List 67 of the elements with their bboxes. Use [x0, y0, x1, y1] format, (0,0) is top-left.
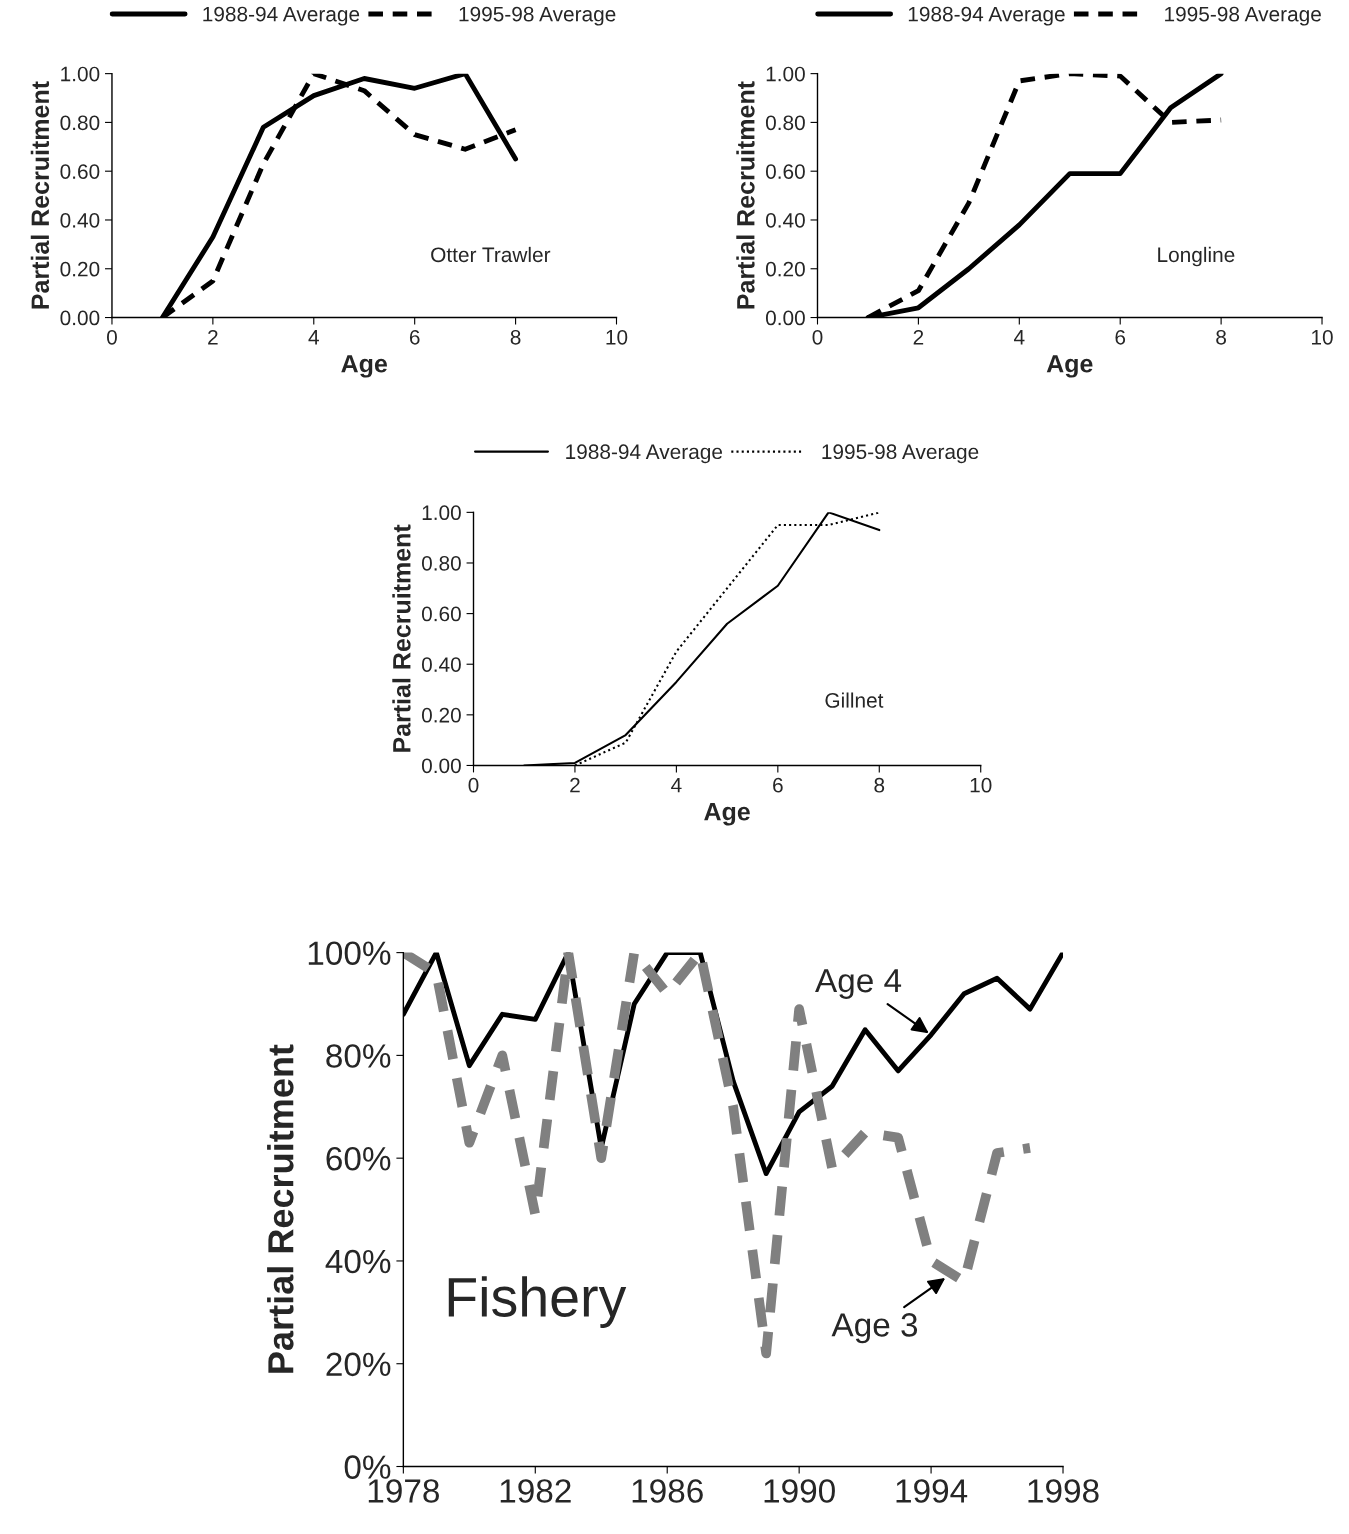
y-tick-label: 0.20 — [765, 261, 805, 277]
legend-label: 1988-94 Average — [566, 444, 723, 464]
y-axis-title: Partial Recruitment — [30, 81, 50, 309]
x-tick-label: 1990 — [764, 1479, 835, 1503]
x-tick-label: 1982 — [500, 1479, 571, 1503]
y-axis-title: Partial Recruitment — [392, 524, 411, 752]
x-tick-label: 10 — [970, 777, 992, 793]
x-tick-label: 6 — [1115, 329, 1126, 345]
x-tick-label: 4 — [1013, 330, 1025, 345]
annotation: Longline — [1158, 246, 1235, 267]
y-tick-label: 20% — [326, 1352, 391, 1377]
y-tick-label: 0.80 — [765, 115, 805, 131]
x-tick-label: 1986 — [632, 1479, 703, 1503]
x-tick-label: 1978 — [368, 1479, 439, 1503]
y-tick-label: 0.80 — [421, 555, 461, 571]
y-tick-label: 0.60 — [765, 164, 805, 179]
legend-label: 1995-98 Average — [1165, 6, 1321, 26]
x-tick-label: 1994 — [896, 1479, 968, 1503]
y-tick-label: 80% — [326, 1044, 391, 1068]
y-tick-label: 40% — [325, 1249, 391, 1274]
legend-label: 1995-98 Average — [822, 444, 979, 464]
y-axis-title: Partial Recruitment — [267, 1044, 294, 1373]
annotation: Fishery — [448, 1276, 627, 1328]
annotation: Age 3 — [831, 1313, 918, 1344]
y-tick-label: 0.00 — [60, 310, 100, 326]
y-tick-label: 1.00 — [61, 66, 100, 82]
legend-label: 1988-94 Average — [908, 6, 1065, 26]
x-tick-label: 0 — [106, 329, 117, 345]
y-tick-label: 1.00 — [422, 505, 461, 521]
y-tick-label: 0.20 — [421, 707, 461, 723]
y-tick-label: 0.60 — [421, 606, 461, 622]
y-tick-label: 0% — [344, 1455, 391, 1479]
x-tick-label: 8 — [510, 329, 521, 345]
x-tick-label: 2 — [208, 329, 218, 345]
y-tick-label: 0.40 — [765, 212, 805, 228]
x-axis-title: Age — [341, 355, 387, 378]
y-tick-label: 0.00 — [421, 758, 461, 774]
x-tick-label: 6 — [409, 329, 420, 345]
x-axis-title: Age — [704, 803, 750, 826]
x-tick-label: 4 — [308, 330, 319, 345]
x-tick-label: 10 — [1312, 329, 1333, 345]
y-tick-label: 60% — [326, 1146, 391, 1171]
y-tick-label: 0.20 — [60, 261, 100, 277]
x-tick-label: 8 — [1216, 329, 1226, 345]
legend-label: 1988-94 Average — [203, 6, 360, 26]
x-tick-label: 0 — [812, 329, 823, 345]
x-tick-label: 4 — [671, 778, 682, 793]
y-tick-label: 100% — [308, 941, 391, 966]
x-tick-label: 6 — [773, 777, 783, 793]
x-tick-label: 2 — [913, 329, 924, 345]
y-tick-label: 1.00 — [766, 66, 805, 82]
annotation: Otter Trawler — [431, 246, 551, 263]
y-tick-label: 0.60 — [60, 164, 100, 179]
y-tick-label: 0.40 — [421, 657, 461, 672]
y-tick-label: 0.00 — [765, 310, 805, 326]
x-tick-label: 1998 — [1028, 1479, 1099, 1503]
x-axis-title: Age — [1046, 355, 1093, 378]
legend-label: 1995-98 Average — [459, 6, 616, 26]
x-tick-label: 2 — [570, 777, 580, 793]
y-axis-title: Partial Recruitment — [736, 81, 755, 309]
y-tick-label: 0.40 — [60, 212, 100, 228]
annotation: Age 4 — [815, 969, 902, 999]
x-tick-label: 8 — [874, 777, 885, 793]
annotation: Gillnet — [825, 692, 884, 708]
x-tick-label: 0 — [468, 777, 479, 793]
y-tick-label: 0.80 — [60, 115, 100, 131]
x-tick-label: 10 — [606, 329, 628, 345]
